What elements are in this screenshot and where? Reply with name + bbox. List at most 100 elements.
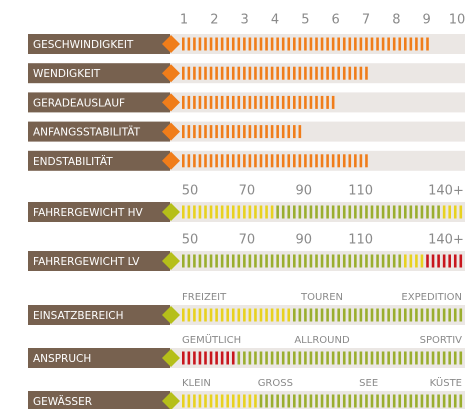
stripe [337, 351, 340, 365]
stripe [381, 351, 385, 365]
stripe [226, 154, 229, 168]
stripe [309, 37, 313, 51]
scale-tick: 110 [348, 184, 373, 199]
segment [276, 205, 440, 219]
stripe [354, 351, 357, 365]
row-label: GESCHWINDIGKEIT [33, 39, 134, 51]
stripe [276, 394, 279, 408]
stripe [182, 308, 185, 322]
stripe [415, 394, 418, 408]
stripe [254, 351, 257, 365]
stripe [370, 254, 374, 268]
stripe [331, 394, 335, 408]
rating-bar [182, 95, 335, 109]
stripe [342, 66, 346, 80]
stripe [426, 254, 429, 268]
stripe [431, 254, 435, 268]
stripe [265, 95, 268, 109]
diamond [162, 203, 180, 221]
stripe [320, 205, 324, 219]
stripe [204, 308, 207, 322]
scale-tick: 1 [180, 13, 188, 28]
stripe [320, 254, 324, 268]
stripe [309, 351, 313, 365]
stripe [231, 351, 235, 365]
stripe [381, 37, 385, 51]
stripe [276, 37, 279, 51]
stripe [442, 351, 446, 365]
stripe [270, 205, 274, 219]
stripe [209, 37, 213, 51]
stripe [198, 394, 202, 408]
stripe [220, 37, 224, 51]
row-label: ENDSTABILITÄT [33, 155, 113, 168]
scale-label: TOUREN [300, 292, 343, 303]
label-box [28, 305, 170, 325]
stripe [281, 125, 285, 139]
stripe [193, 351, 196, 365]
scale-tick: 140+ [428, 233, 464, 248]
stripe [254, 125, 257, 139]
stripe [293, 351, 296, 365]
stripe [442, 394, 446, 408]
stripe [354, 308, 357, 322]
stripe [231, 125, 235, 139]
stripe [187, 154, 191, 168]
stripe [293, 394, 296, 408]
stripe [309, 308, 313, 322]
label-box [28, 150, 170, 171]
stripe [237, 308, 241, 322]
stripe [287, 66, 291, 80]
scale-tick: 2 [210, 13, 218, 28]
stripe [326, 37, 329, 51]
row-label: FAHRERGEWICHT HV [33, 207, 144, 219]
label-box [28, 391, 170, 409]
stripe [237, 394, 241, 408]
stripe [215, 308, 218, 322]
stripe [453, 394, 457, 408]
stripe [193, 205, 196, 219]
stripe [231, 95, 235, 109]
rating-bar [182, 66, 368, 80]
segment [442, 205, 463, 219]
stripe [304, 95, 307, 109]
stripe [320, 351, 324, 365]
stripe [415, 205, 418, 219]
stripe [420, 308, 424, 322]
scale-label: GEMÜTLICH [182, 333, 241, 346]
stripe [398, 254, 402, 268]
stripe [354, 394, 357, 408]
stripe [359, 66, 363, 80]
stripe [320, 154, 324, 168]
label-box [28, 63, 170, 84]
stripe [437, 394, 440, 408]
stripe [248, 154, 252, 168]
label-box [28, 92, 170, 113]
stripe [348, 37, 352, 51]
diamond [162, 93, 180, 112]
stripe [281, 37, 285, 51]
stripe [326, 254, 329, 268]
stripe [381, 205, 385, 219]
stripe [187, 394, 191, 408]
stripe [315, 66, 318, 80]
stripe [215, 154, 218, 168]
stripe [248, 351, 252, 365]
stripe [354, 205, 357, 219]
stripe [326, 205, 329, 219]
stripe [270, 66, 274, 80]
stripe [248, 394, 252, 408]
stripe [231, 254, 235, 268]
stripe [387, 254, 390, 268]
stripe [459, 254, 463, 268]
stripe [304, 205, 307, 219]
stripe [220, 351, 224, 365]
stripe [198, 66, 202, 80]
segment [259, 394, 463, 408]
label-box [28, 348, 170, 368]
stripe [281, 95, 285, 109]
stripe [448, 394, 451, 408]
stripe [298, 95, 302, 109]
stripe [459, 205, 463, 219]
stripe [359, 154, 363, 168]
